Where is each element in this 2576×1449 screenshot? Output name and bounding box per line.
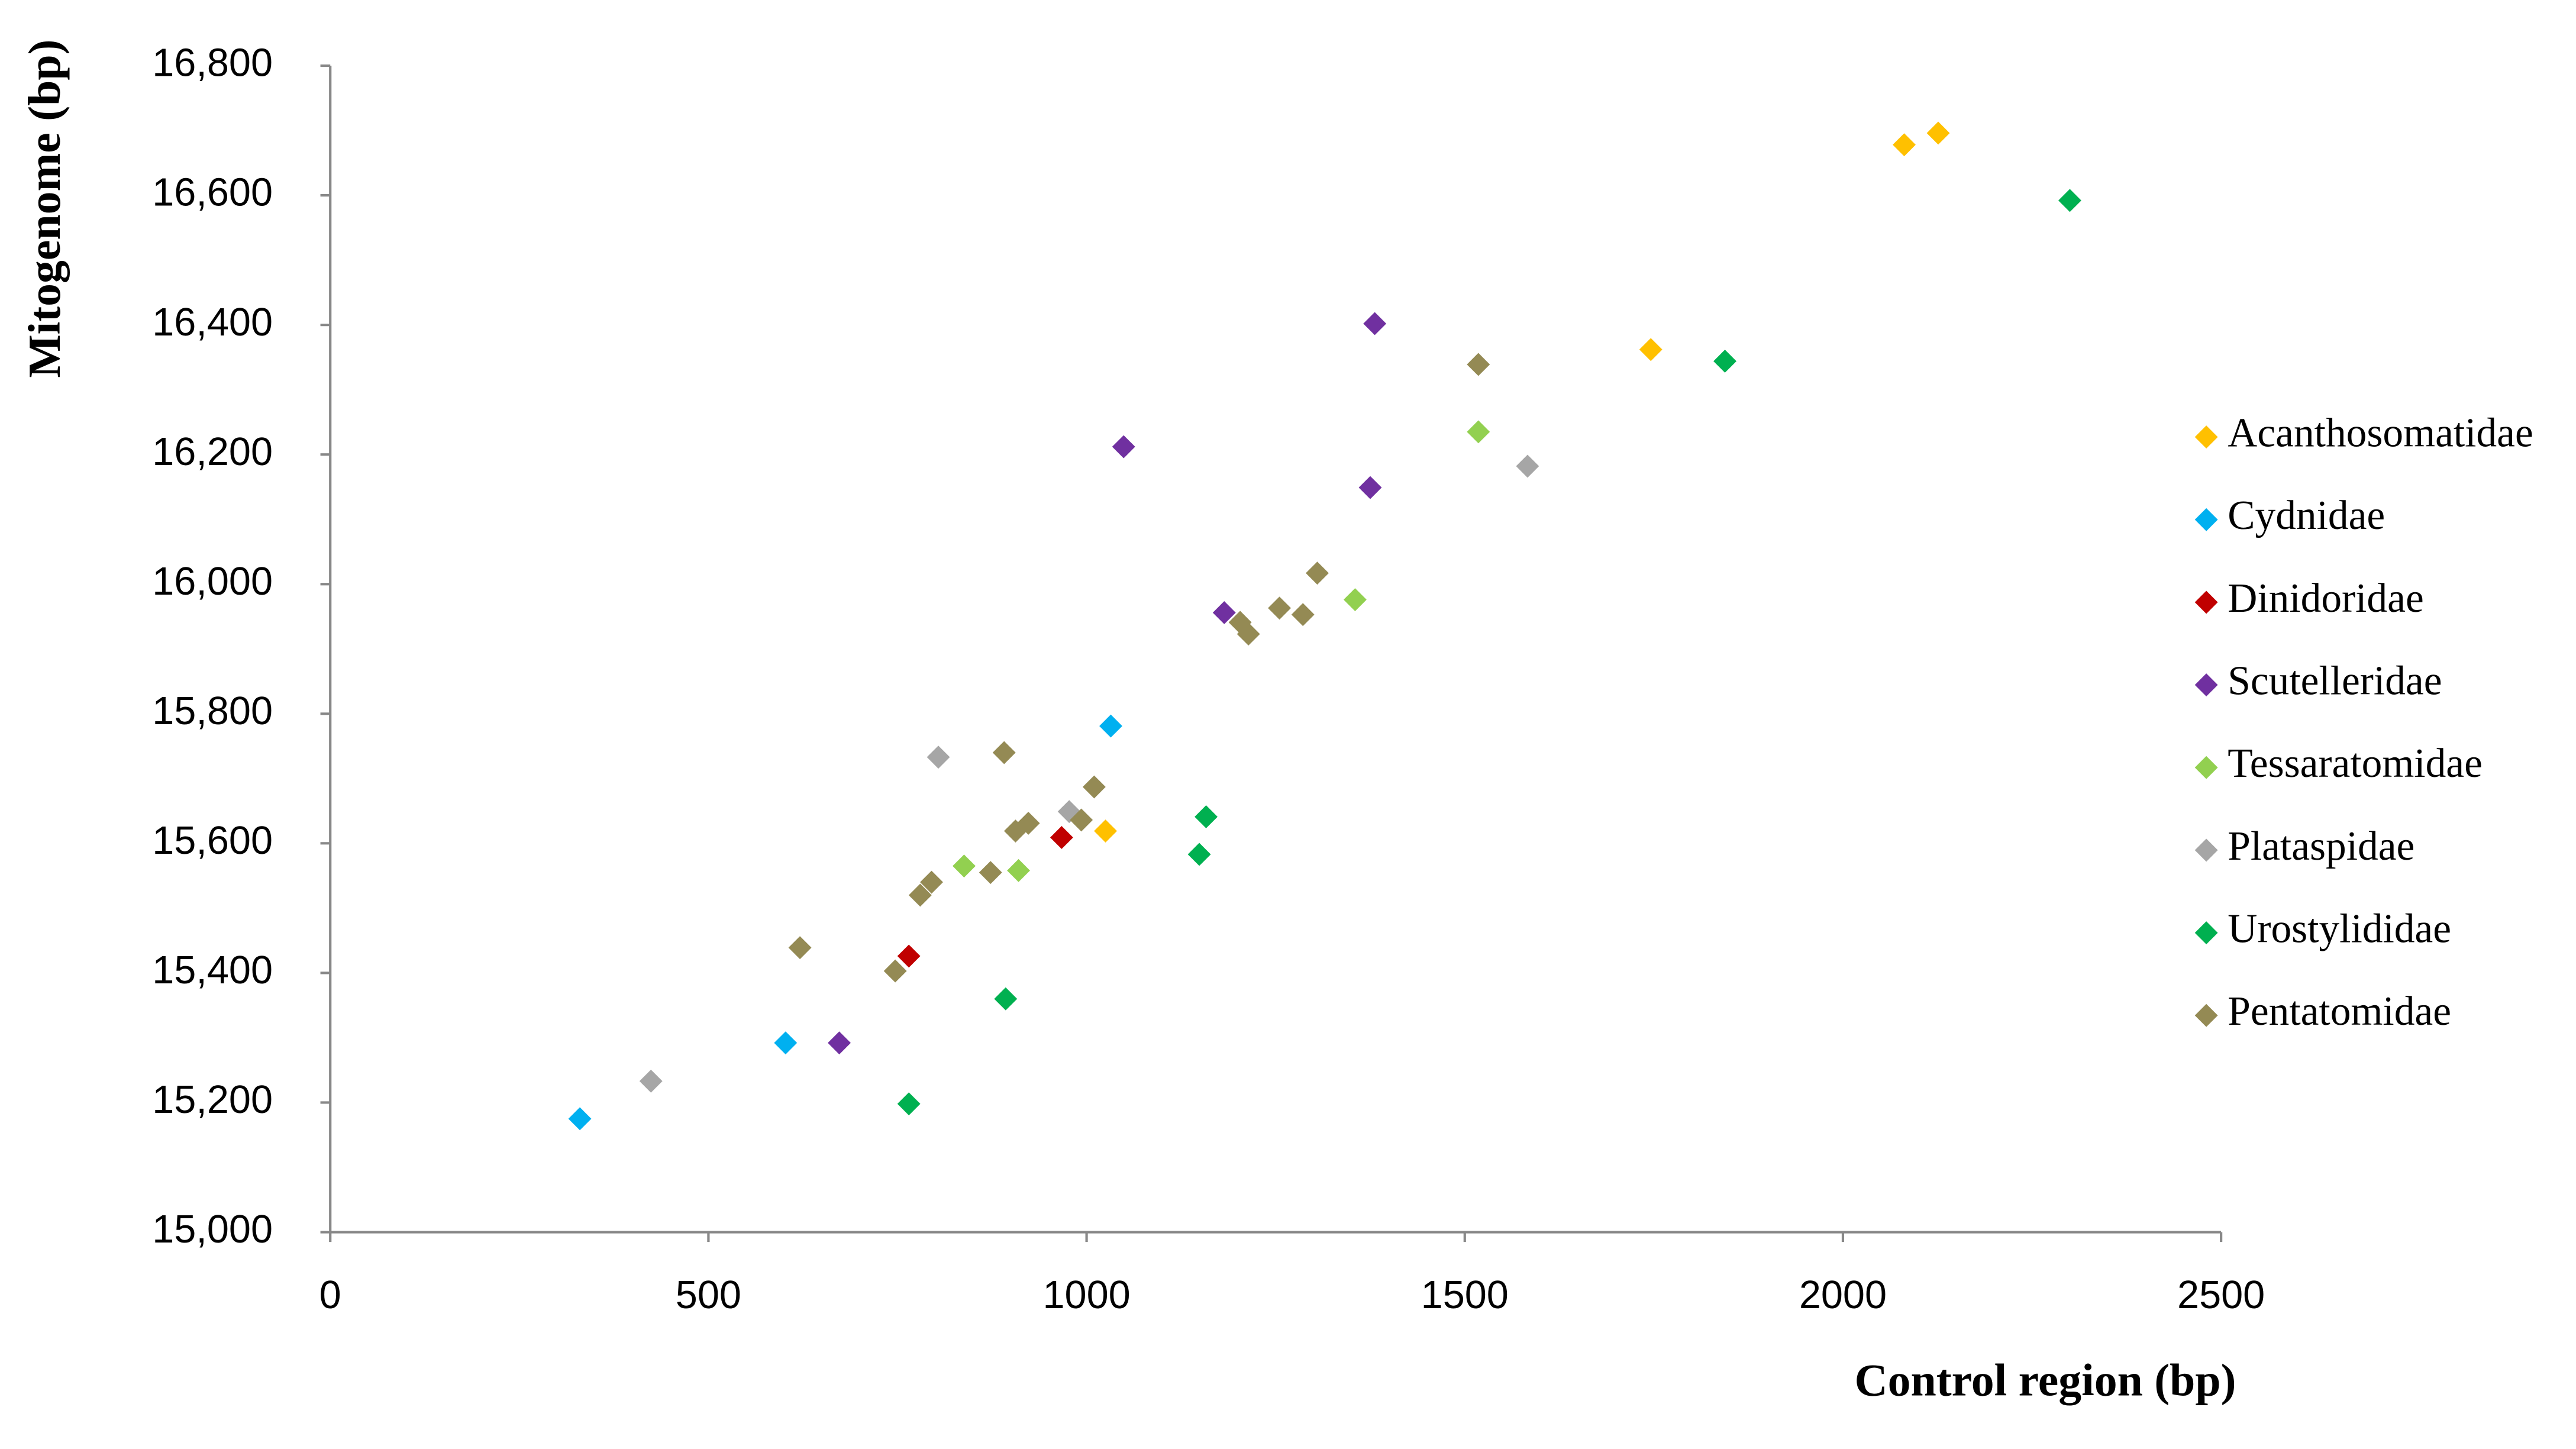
point xyxy=(883,959,907,983)
point xyxy=(639,1069,663,1093)
point xyxy=(1094,819,1117,843)
x-tick-label: 1000 xyxy=(1042,1273,1130,1317)
point xyxy=(1363,312,1387,335)
y-tick-label: 15,600 xyxy=(152,819,273,863)
legend-marker xyxy=(2194,1003,2218,1027)
point xyxy=(2058,189,2081,212)
point xyxy=(1112,435,1135,459)
point xyxy=(1050,826,1073,849)
legend-label: Urostylididae xyxy=(2228,906,2451,952)
legend-label: Pentatomidae xyxy=(2228,989,2451,1034)
y-tick-label: 15,400 xyxy=(152,948,273,992)
point xyxy=(1467,420,1490,444)
point xyxy=(1212,601,1236,624)
point xyxy=(992,741,1016,764)
point xyxy=(1070,808,1093,832)
point xyxy=(1237,622,1260,646)
point xyxy=(1228,611,1252,634)
point xyxy=(1187,843,1211,866)
point xyxy=(1099,714,1122,738)
legend-label: Dinidoridae xyxy=(2228,576,2424,621)
point xyxy=(979,861,1002,885)
point xyxy=(1195,805,1218,828)
point xyxy=(953,854,976,878)
legend-label: Acanthosomatidae xyxy=(2228,411,2533,456)
y-tick-label: 16,400 xyxy=(152,301,273,344)
point xyxy=(994,987,1018,1011)
point xyxy=(1082,775,1106,799)
point xyxy=(1358,476,1382,499)
point xyxy=(1467,353,1490,376)
y-tick-label: 15,200 xyxy=(152,1078,273,1122)
legend-marker xyxy=(2194,838,2218,862)
legend-label: Tessaratomidae xyxy=(2228,741,2483,786)
point xyxy=(1007,859,1030,882)
point xyxy=(828,1031,851,1055)
point xyxy=(1893,133,1916,157)
legend-marker xyxy=(2194,508,2218,531)
y-tick-label: 15,800 xyxy=(152,689,273,733)
legend-marker xyxy=(2194,425,2218,449)
point xyxy=(1268,596,1292,620)
y-tick-label: 16,000 xyxy=(152,560,273,604)
y-axis-title: Mitogenome (bp) xyxy=(19,40,70,378)
legend-label: Cydnidae xyxy=(2228,493,2385,538)
x-tick-label: 500 xyxy=(676,1273,741,1317)
point xyxy=(1291,603,1315,627)
x-tick-label: 2000 xyxy=(1799,1273,1887,1317)
point xyxy=(1003,819,1027,843)
point xyxy=(927,746,950,769)
point xyxy=(1306,561,1329,585)
point xyxy=(1516,454,1539,478)
x-tick-label: 0 xyxy=(319,1273,341,1317)
point xyxy=(908,883,932,907)
point xyxy=(774,1031,798,1055)
point xyxy=(920,870,943,894)
y-tick-label: 16,600 xyxy=(152,171,273,215)
legend-marker xyxy=(2194,921,2218,945)
point xyxy=(1639,338,1663,362)
x-tick-label: 2500 xyxy=(2177,1273,2265,1317)
legend-marker xyxy=(2194,673,2218,697)
point xyxy=(897,944,921,968)
y-tick-label: 16,800 xyxy=(152,41,273,85)
legend-marker xyxy=(2194,756,2218,779)
legend-label: Plataspidae xyxy=(2228,824,2414,869)
point xyxy=(1713,350,1736,373)
y-tick-label: 16,200 xyxy=(152,430,273,474)
x-axis-title: Control region (bp) xyxy=(1855,1355,2236,1406)
point xyxy=(1343,588,1367,611)
legend-marker xyxy=(2194,590,2218,614)
y-tick-label: 15,000 xyxy=(152,1208,273,1251)
point xyxy=(897,1092,921,1116)
legend-label: Scutelleridae xyxy=(2228,659,2442,704)
point xyxy=(1926,121,1950,145)
x-tick-label: 1500 xyxy=(1421,1273,1509,1317)
point xyxy=(788,936,812,960)
point xyxy=(568,1107,592,1131)
